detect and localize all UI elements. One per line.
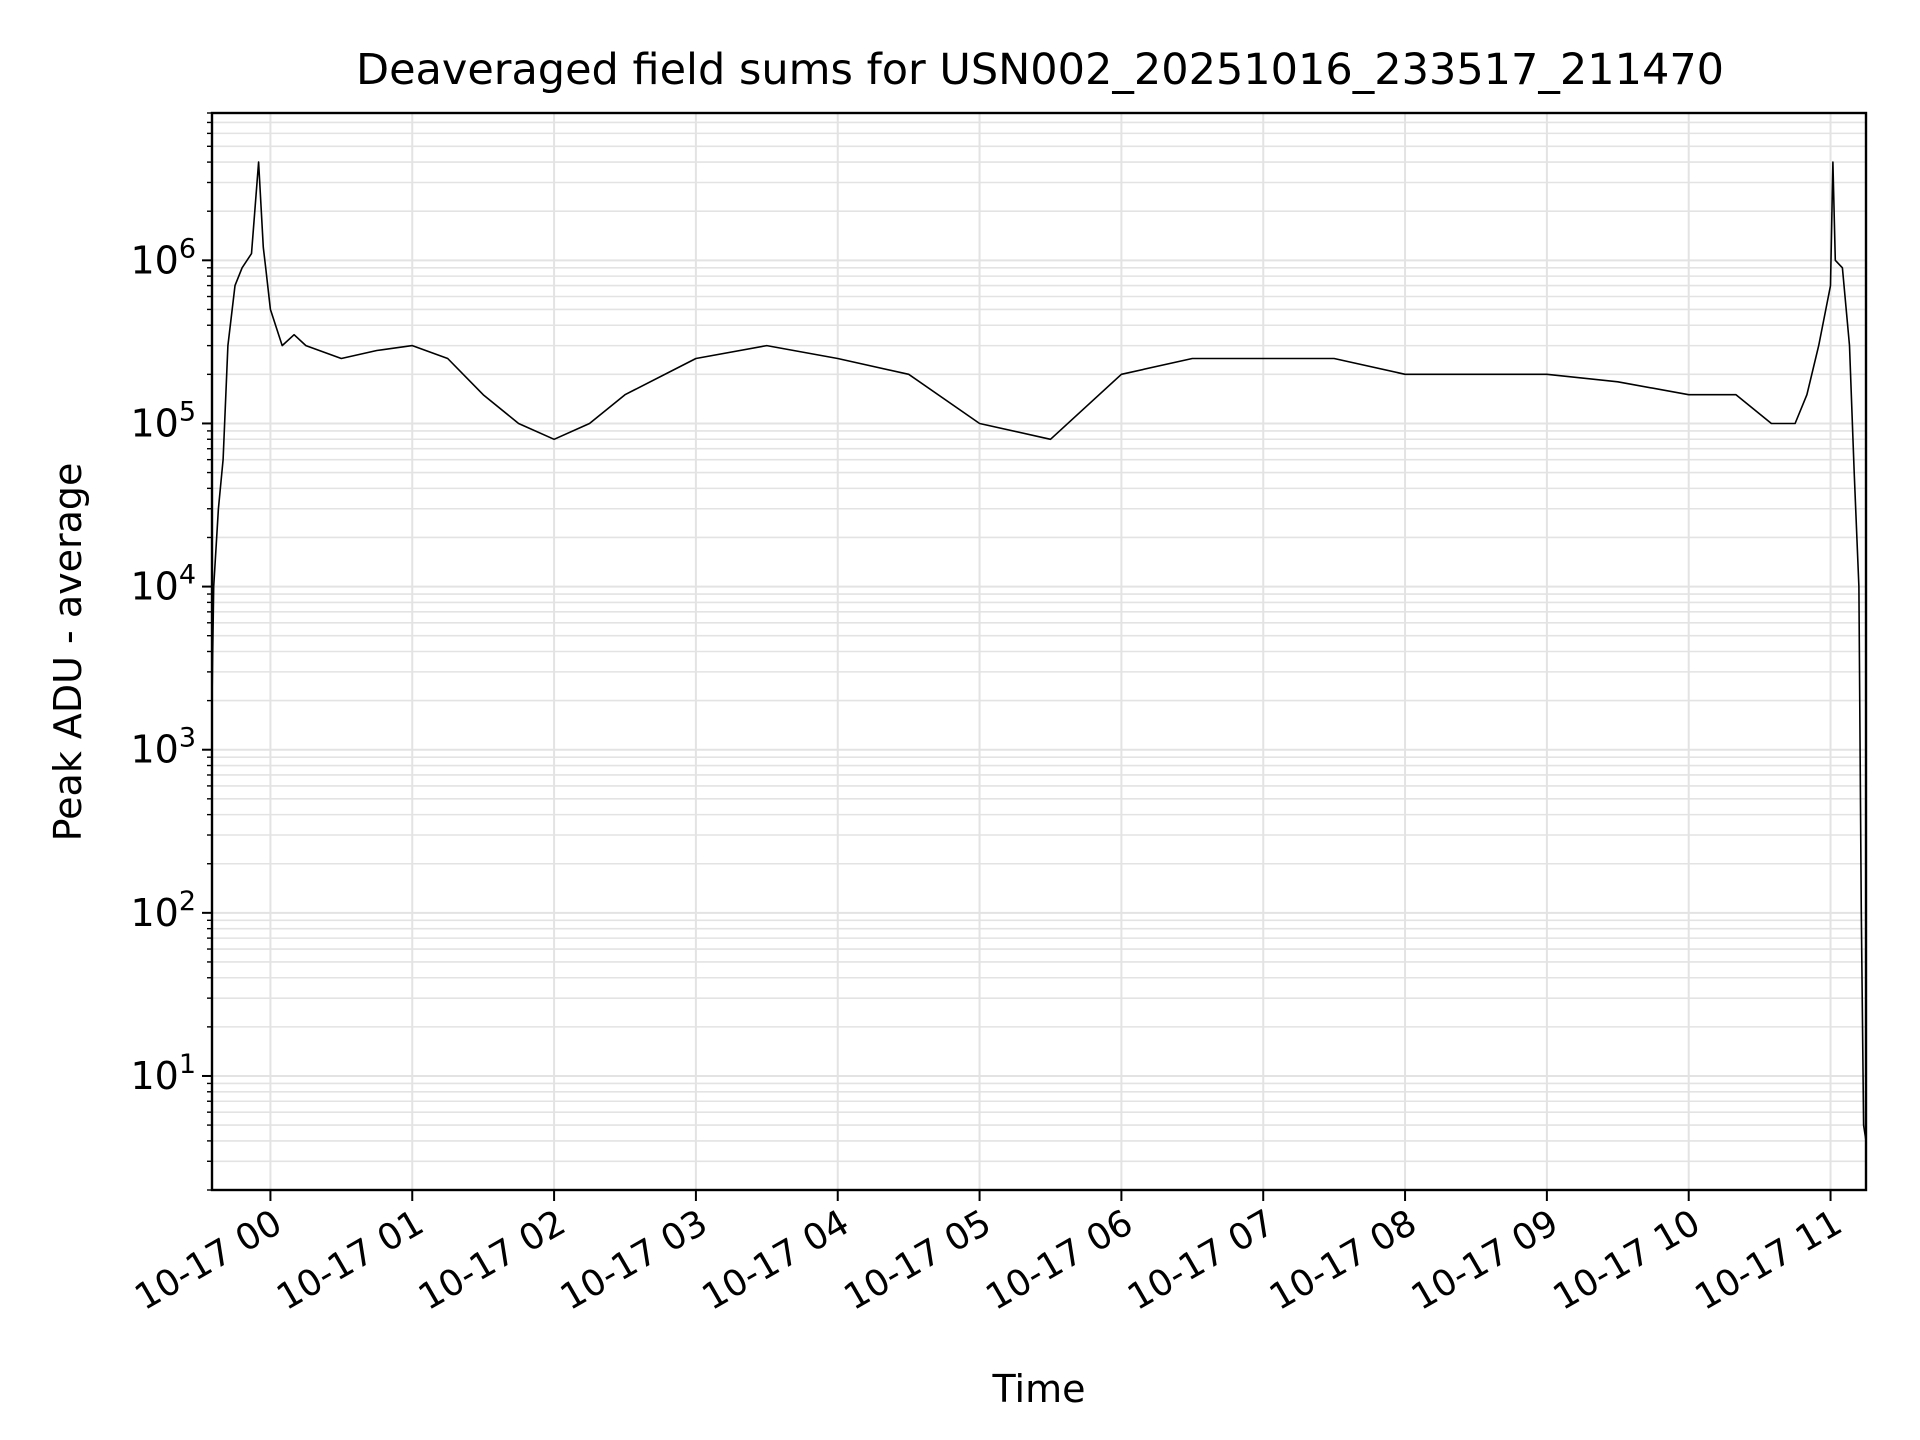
x-tick-label: 10-17 11 [1688, 1202, 1849, 1318]
y-tick-label: 106 [130, 233, 196, 282]
grid [212, 112, 1866, 1191]
series-line-group [211, 161, 1867, 1142]
y-tick-label: 102 [130, 886, 196, 935]
chart-title: Deaveraged field sums for USN002_2025101… [356, 45, 1724, 95]
x-tick-label: 10-17 07 [1121, 1202, 1282, 1318]
x-tick-label: 10-17 04 [696, 1202, 857, 1318]
x-tick-label: 10-17 08 [1263, 1202, 1424, 1318]
y-tick-label: 101 [130, 1049, 196, 1098]
x-tick-label: 10-17 06 [979, 1202, 1140, 1318]
y-tick-label: 104 [130, 560, 196, 609]
x-tick-label: 10-17 01 [270, 1202, 431, 1318]
y-axis: 101 102 103 104 105 106 [130, 112, 212, 1191]
series-line [211, 161, 1867, 1142]
y-tick-label: 105 [130, 396, 196, 445]
x-tick-label: 10-17 09 [1405, 1202, 1566, 1318]
x-axis-label: Time [992, 1367, 1086, 1411]
x-tick-label: 10-17 10 [1547, 1202, 1708, 1318]
y-tick-label: 103 [130, 723, 196, 772]
x-tick-label: 10-17 00 [128, 1202, 289, 1318]
y-axis-label: Peak ADU - average [46, 463, 90, 842]
x-tick-label: 10-17 02 [412, 1202, 573, 1318]
x-tick-label: 10-17 05 [837, 1202, 998, 1318]
x-tick-label: 10-17 03 [554, 1202, 715, 1318]
